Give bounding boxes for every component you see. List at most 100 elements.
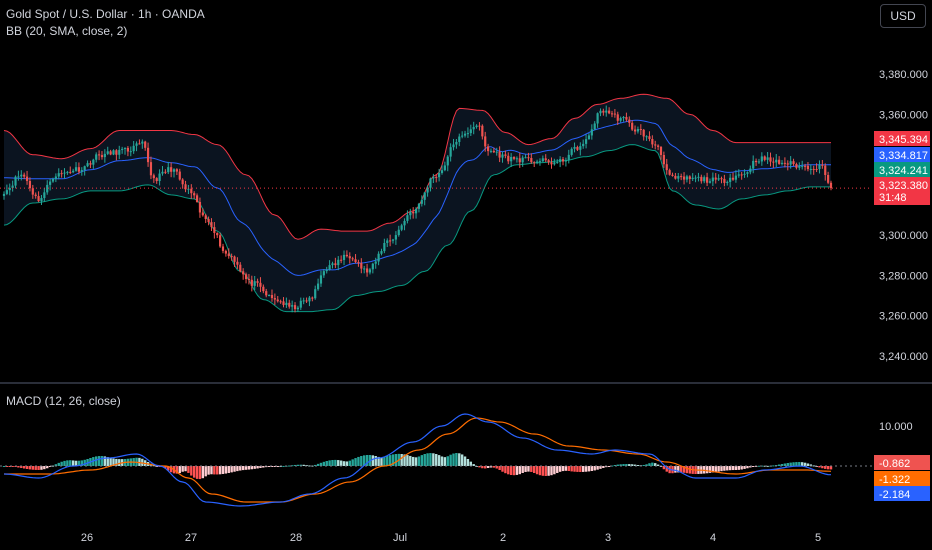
candle-body [443, 165, 446, 171]
candle-body [129, 151, 132, 153]
macd-histogram-bar [654, 463, 657, 466]
candle-body [400, 225, 403, 230]
macd-histogram-bar [210, 466, 213, 475]
macd-histogram-bar [472, 464, 475, 466]
currency-button[interactable]: USD [880, 4, 926, 28]
macd-histogram-bar [265, 466, 268, 468]
candle-body [801, 165, 804, 167]
price-pane[interactable] [0, 93, 872, 313]
candle-body [138, 143, 141, 145]
candle-body [63, 172, 66, 174]
candle-body [337, 259, 340, 266]
macd-histogram-bar [339, 460, 343, 466]
macd-histogram-bar [674, 466, 677, 473]
macd-histogram-bar [60, 461, 63, 466]
candle-body [498, 151, 501, 158]
macd-histogram-bar [218, 466, 222, 475]
macd-histogram-bar [518, 466, 521, 475]
macd-histogram-bar [187, 466, 190, 473]
macd-histogram-bar [299, 464, 302, 466]
candle-body [8, 188, 11, 191]
macd-histogram-bar [207, 466, 210, 475]
macd-histogram-bar [708, 466, 712, 473]
candle-body [391, 239, 395, 241]
price-axis-tick: 3,260.000 [879, 311, 928, 323]
macd-pane[interactable] [0, 413, 872, 507]
macd-histogram-bar [432, 453, 435, 466]
candle-body [599, 110, 602, 114]
macd-histogram-bar [795, 462, 798, 466]
macd-histogram-bar [417, 456, 421, 466]
candle-body [472, 127, 475, 130]
candle-body [463, 133, 467, 136]
candle-body [478, 125, 481, 127]
candle-body [123, 147, 127, 149]
macd-histogram-bar [152, 465, 156, 467]
candle-body [671, 174, 674, 176]
macd-histogram-bar [354, 458, 357, 466]
macd-histogram-bar [749, 466, 752, 468]
candle-body [668, 170, 671, 175]
macd-histogram-bar [374, 455, 377, 466]
candle-body [714, 177, 717, 180]
candle-body [213, 227, 216, 233]
macd-legend[interactable]: MACD (12, 26, close) [6, 394, 121, 408]
macd-histogram-bar [37, 466, 40, 470]
macd-histogram-bar [276, 466, 279, 467]
macd-histogram-bar [302, 464, 305, 466]
macd-histogram-bar [409, 455, 412, 466]
candle-body [423, 192, 426, 200]
macd-histogram-bar [112, 458, 115, 466]
macd-histogram-bar [216, 466, 219, 475]
candle-body [132, 145, 135, 152]
candle-body [561, 159, 565, 162]
macd-histogram-bar [665, 466, 668, 472]
macd-histogram-bar [74, 460, 78, 466]
candle-body [613, 113, 616, 115]
candle-body [645, 136, 648, 138]
candle-body [17, 176, 20, 178]
candle-body [37, 196, 40, 202]
macd-histogram-bar [463, 456, 467, 466]
candle-body [49, 181, 52, 185]
macd-histogram-bar [69, 460, 72, 466]
candle-body [158, 173, 161, 182]
candle-body [677, 176, 680, 179]
candle-body [314, 289, 317, 299]
macd-histogram-bar [31, 466, 35, 470]
candle-body [170, 167, 173, 172]
macd-histogram-bar [602, 466, 605, 468]
candle-body [126, 147, 130, 152]
macd-histogram-bar [512, 466, 516, 476]
macd-histogram-bar [334, 459, 337, 466]
macd-histogram-bar [567, 466, 570, 471]
macd-histogram-bar [290, 465, 294, 467]
candle-body [250, 279, 253, 286]
candle-body [657, 145, 660, 147]
candle-body [198, 201, 202, 213]
macd-histogram-bar [2, 466, 6, 467]
candle-body [458, 136, 461, 142]
candle-body [628, 119, 631, 123]
candle-body [829, 182, 833, 189]
macd-histogram-bar [141, 458, 144, 466]
bollinger-bands-legend[interactable]: BB (20, SMA, close, 2) [6, 24, 128, 38]
macd-histogram-bar [489, 466, 493, 468]
macd-histogram-bar [541, 466, 545, 476]
candle-body [501, 154, 504, 158]
chart-title[interactable]: Gold Spot / U.S. Dollar · 1h · OANDA [6, 7, 205, 21]
candle-body [763, 156, 766, 160]
candle-body [538, 161, 542, 163]
macd-histogram-bar [682, 466, 686, 473]
candle-body [305, 300, 308, 302]
macd-histogram-bar [780, 464, 784, 466]
candle-body [31, 188, 34, 195]
macd-label-box [874, 455, 930, 470]
time-axis-tick: 3 [605, 532, 611, 544]
candle-body [293, 305, 297, 310]
macd-histogram-bar [783, 463, 787, 466]
macd-histogram-bar [656, 464, 660, 466]
candle-body [368, 269, 372, 273]
macd-histogram-bar [720, 466, 723, 472]
